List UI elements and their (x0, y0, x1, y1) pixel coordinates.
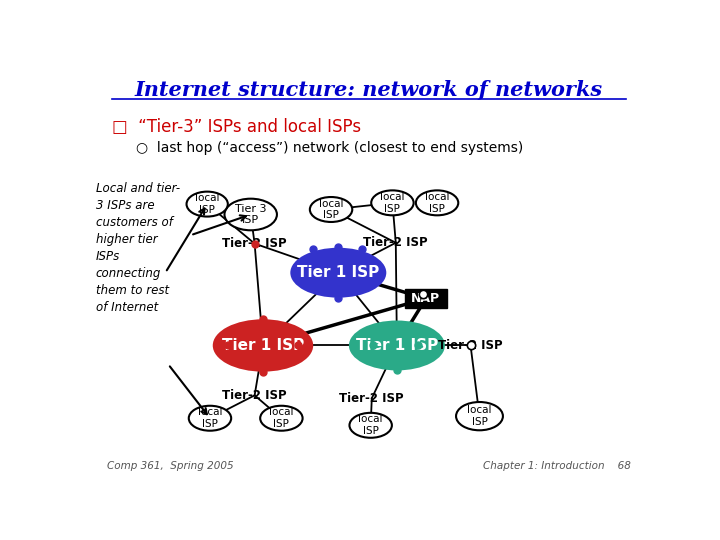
Text: Tier-2 ISP: Tier-2 ISP (222, 389, 287, 402)
Text: local
ISP: local ISP (195, 193, 220, 215)
Ellipse shape (349, 321, 445, 370)
Text: Tier-2 ISP: Tier-2 ISP (438, 339, 503, 352)
Text: local
ISP: local ISP (319, 199, 343, 220)
Ellipse shape (456, 402, 503, 430)
Ellipse shape (372, 191, 414, 215)
Ellipse shape (416, 191, 459, 215)
Text: local
ISP: local ISP (359, 415, 383, 436)
Text: Tier 1 ISP: Tier 1 ISP (297, 265, 379, 280)
Text: Tier 1 ISP: Tier 1 ISP (222, 338, 304, 353)
Ellipse shape (213, 319, 313, 372)
Ellipse shape (290, 248, 387, 298)
Text: ○  last hop (“access”) network (closest to end systems): ○ last hop (“access”) network (closest t… (136, 141, 523, 155)
Text: Tier 1 ISP: Tier 1 ISP (356, 338, 438, 353)
Text: □  “Tier-3” ISPs and local ISPs: □ “Tier-3” ISPs and local ISPs (112, 118, 361, 136)
FancyBboxPatch shape (405, 289, 446, 308)
Text: Tier 3
ISP: Tier 3 ISP (235, 204, 266, 225)
Ellipse shape (225, 199, 277, 230)
Text: Tier-2 ISP: Tier-2 ISP (339, 392, 404, 405)
Ellipse shape (186, 192, 228, 217)
Text: local
ISP: local ISP (425, 192, 449, 214)
Text: Comp 361,  Spring 2005: Comp 361, Spring 2005 (107, 462, 233, 471)
Text: local
ISP: local ISP (380, 192, 405, 214)
Text: local
ISP: local ISP (269, 407, 294, 429)
Text: Tier-2 ISP: Tier-2 ISP (364, 237, 428, 249)
Ellipse shape (349, 413, 392, 438)
Ellipse shape (260, 406, 302, 431)
Text: Internet structure: network of networks: Internet structure: network of networks (135, 80, 603, 100)
Text: Chapter 1: Introduction    68: Chapter 1: Introduction 68 (483, 462, 631, 471)
Text: Tier-2 ISP: Tier-2 ISP (222, 237, 287, 250)
Text: local
ISP: local ISP (467, 406, 492, 427)
Text: local
ISP: local ISP (198, 407, 222, 429)
Text: Local and tier-
3 ISPs are
customers of
higher tier
ISPs
connecting
them to rest: Local and tier- 3 ISPs are customers of … (96, 182, 180, 314)
Text: NAP: NAP (411, 292, 441, 305)
Ellipse shape (189, 406, 231, 431)
Ellipse shape (310, 197, 352, 222)
